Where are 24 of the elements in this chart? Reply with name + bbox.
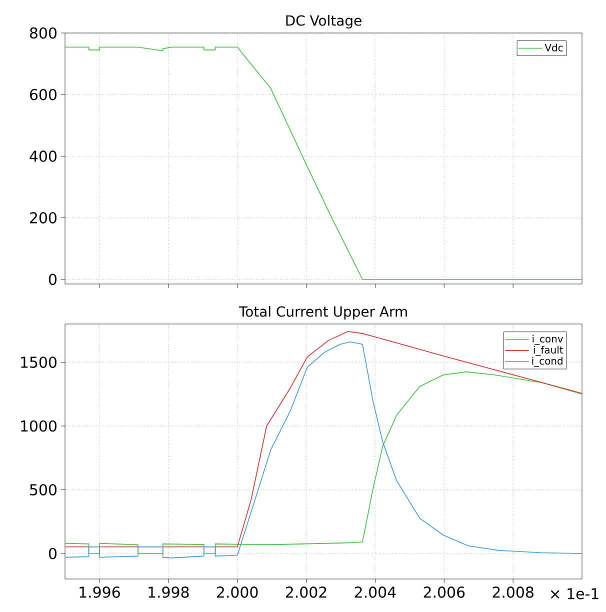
y-tick-label: 0 xyxy=(48,548,56,560)
chart-title: DC Voltage xyxy=(286,15,362,28)
y-tick-label: 0 xyxy=(48,274,56,286)
x-tick-label: 2.006 xyxy=(424,586,465,598)
text: × 1e-1 xyxy=(550,588,598,600)
line-series xyxy=(65,371,582,554)
x-tick-label: 1.998 xyxy=(148,586,189,598)
y-tick-label: 200 xyxy=(30,212,56,224)
y-tick-label: 600 xyxy=(30,88,56,100)
legend-label: Vdc xyxy=(544,44,563,52)
x-tick-label: 2.008 xyxy=(492,586,534,598)
y-tick-label: 500 xyxy=(30,484,56,496)
x-tick-label: 2.000 xyxy=(217,586,258,598)
y-tick-label: 1500 xyxy=(21,356,56,368)
y-tick-label: 800 xyxy=(30,27,56,39)
legend-label: i_fault xyxy=(534,346,564,356)
y-tick-label: 1000 xyxy=(21,420,56,432)
x-tick-label: 2.002 xyxy=(286,586,326,598)
legend-label: i_cond xyxy=(532,356,562,367)
legend-label: i_conv xyxy=(532,334,564,345)
x-tick-label: 1.996 xyxy=(80,586,120,598)
y-tick-label: 400 xyxy=(30,150,56,162)
x-tick-label: 2.004 xyxy=(354,586,396,598)
chart-title: Total Current Upper Arm xyxy=(238,306,407,320)
